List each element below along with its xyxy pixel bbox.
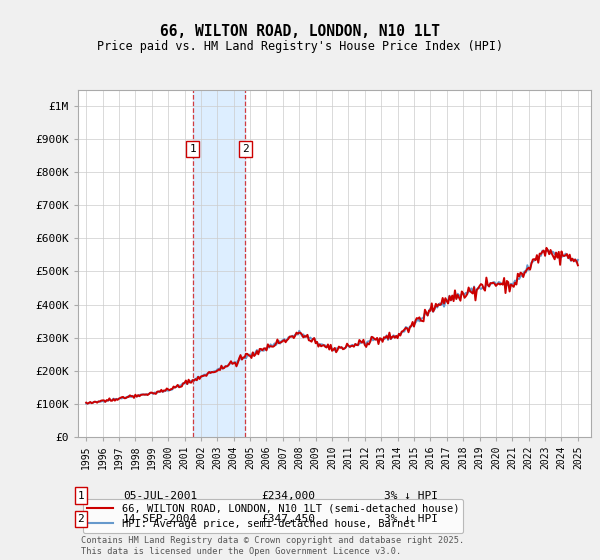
Text: 3% ↓ HPI: 3% ↓ HPI [384,491,438,501]
Text: 2: 2 [242,144,249,154]
Bar [193,90,245,437]
Text: Price paid vs. HM Land Registry's House Price Index (HPI): Price paid vs. HM Land Registry's House … [97,40,503,53]
Text: £347,450: £347,450 [261,514,315,524]
Legend: 66, WILTON ROAD, LONDON, N10 1LT (semi-detached house), HPI: Average price, semi: 66, WILTON ROAD, LONDON, N10 1LT (semi-d… [83,500,463,533]
Text: £234,000: £234,000 [261,491,315,501]
Text: 1: 1 [190,144,196,154]
Text: Contains HM Land Registry data © Crown copyright and database right 2025.
This d: Contains HM Land Registry data © Crown c… [81,536,464,556]
Text: 3% ↓ HPI: 3% ↓ HPI [384,514,438,524]
Text: 2: 2 [77,514,85,524]
Text: 1: 1 [77,491,85,501]
Text: 05-JUL-2001: 05-JUL-2001 [123,491,197,501]
Text: 14-SEP-2004: 14-SEP-2004 [123,514,197,524]
Text: 66, WILTON ROAD, LONDON, N10 1LT: 66, WILTON ROAD, LONDON, N10 1LT [160,24,440,39]
